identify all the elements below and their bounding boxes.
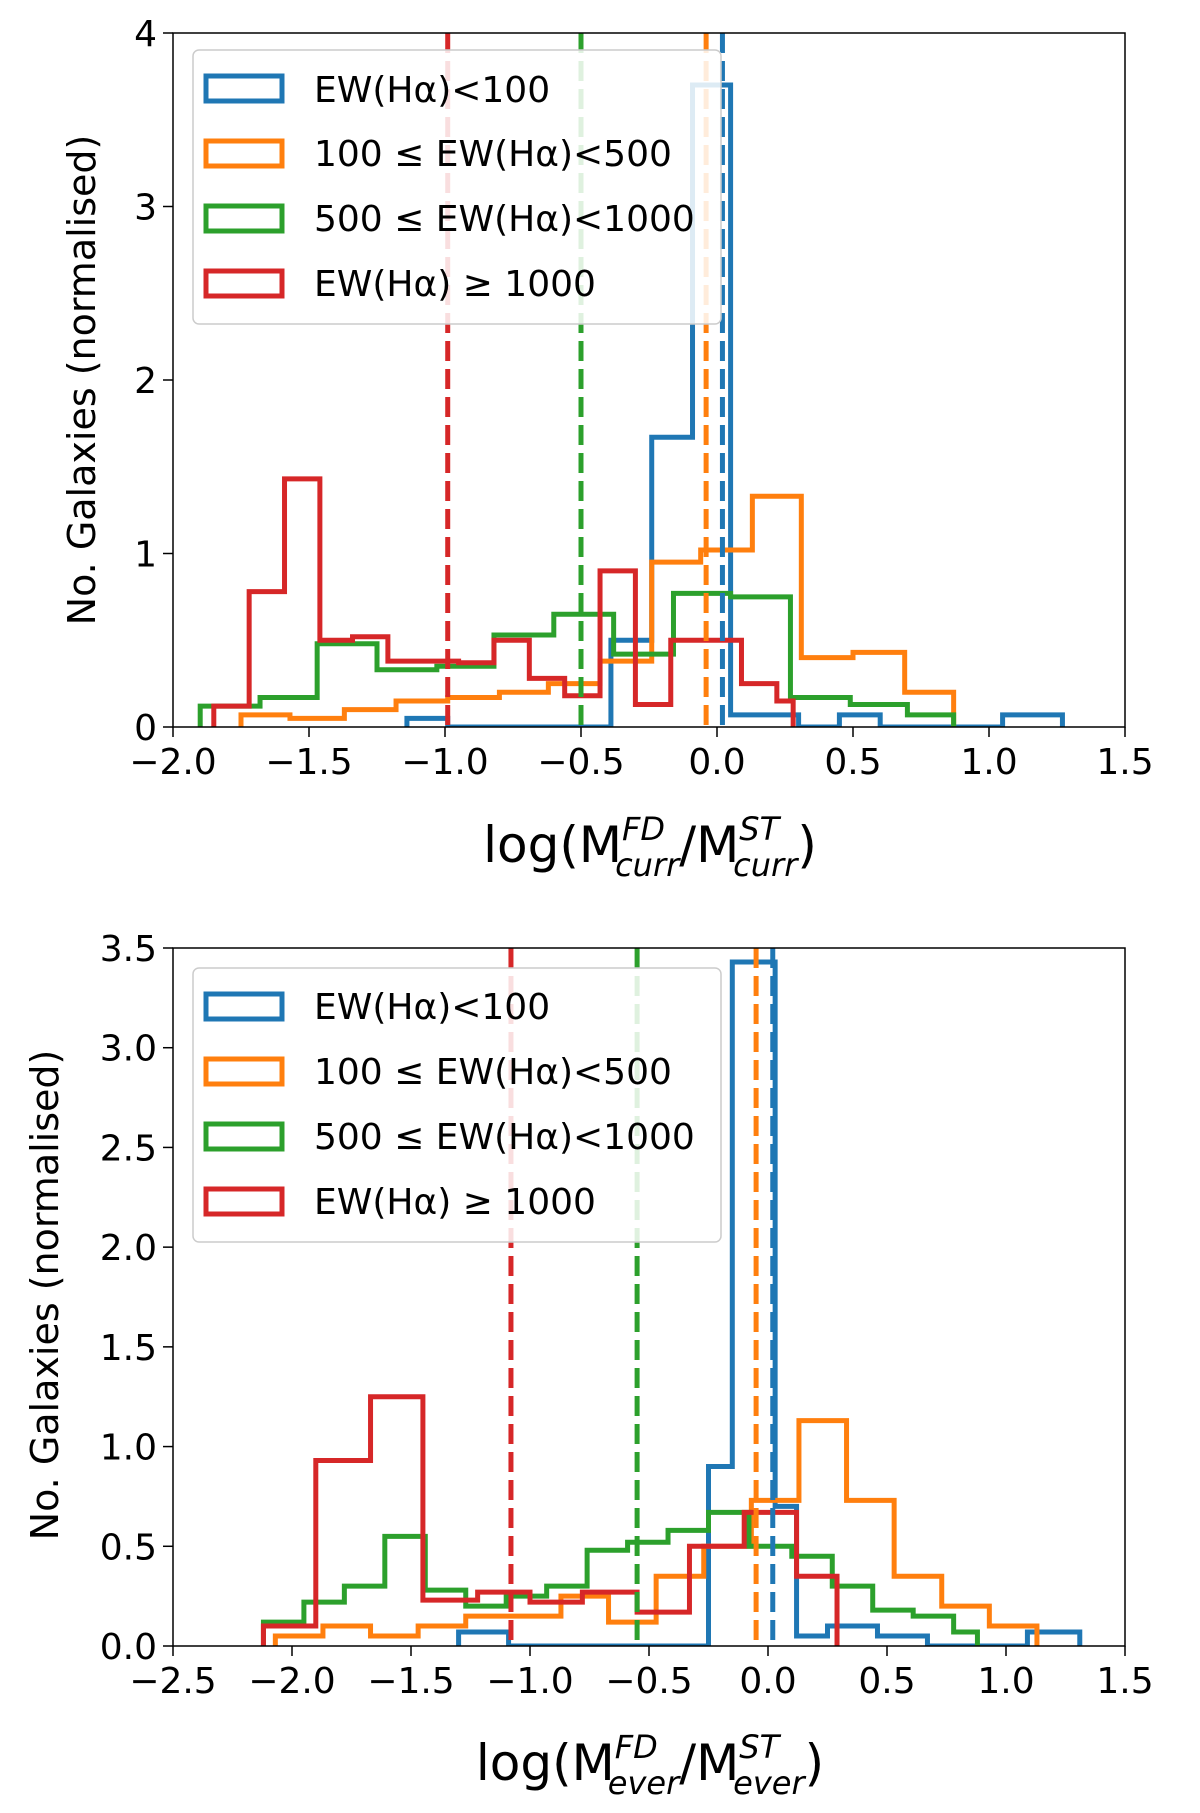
bottom-x-tick-label: 0.5: [858, 1661, 915, 1702]
bottom-x-tick-label: −2.0: [248, 1661, 335, 1702]
bottom-legend-swatch-blue: [203, 991, 285, 1022]
top-y-tick-label: 3: [134, 188, 157, 229]
bottom-legend-label-ew-ge-1000: EW(Hα) ≥ 1000: [314, 1182, 596, 1223]
bottom-legend-box: [192, 967, 722, 1243]
bottom-x-tick-label: 0.0: [739, 1661, 796, 1702]
bottom-hist-blue-series: [456, 959, 1083, 1646]
bottom-hist-orange-series: [272, 1418, 1040, 1646]
bottom-y-tick-label: 0.5: [100, 1527, 157, 1568]
bottom-x-axis-label: log(MFD ever/MST ever): [476, 1728, 824, 1802]
bottom-x-tick-label: −1.0: [486, 1661, 573, 1702]
bottom-y-tick-label: 3.0: [100, 1029, 157, 1070]
top-legend-swatch-blue: [203, 73, 285, 104]
bottom-hist-green-series: [260, 1509, 980, 1646]
top-legend-swatch-green: [203, 203, 285, 234]
top-x-axis-label: log(MFD curr/MST curr): [483, 810, 817, 884]
top-legend: EW(Hα)<100 100 ≤ EW(Hα)<500 500 ≤ EW(Hα)…: [192, 49, 722, 325]
bottom-legend-swatch-green: [203, 1121, 285, 1152]
bottom-y-axis-label: No. Galaxies (normalised): [23, 1050, 67, 1541]
bottom-histogram-panel: −2.5 −2.0 −1.5 −1.0 −0.5 0.0 0.5 1.0 1.5 0.0 0.5 1…: [23, 929, 1154, 1802]
bottom-legend-swatch-orange: [203, 1056, 285, 1087]
top-hist-green-series: [197, 590, 957, 727]
top-x-tick-label: 0.5: [824, 742, 881, 783]
bottom-legend-label-ew-100-500: 100 ≤ EW(Hα)<500: [314, 1052, 672, 1093]
bottom-x-tick-label: −1.5: [367, 1661, 454, 1702]
top-histogram-panel: −2.0 −1.5 −1.0 −0.5 0.0 0.5 1.0 1.5 0 1 2 3 4 No. G…: [60, 14, 1154, 884]
top-legend-label-ew-100-500: 100 ≤ EW(Hα)<500: [314, 134, 672, 175]
top-legend-label-ew-500-1000: 500 ≤ EW(Hα)<1000: [314, 199, 695, 240]
top-legend-box: [192, 49, 722, 325]
bottom-y-tick-label: 3.5: [100, 929, 157, 970]
top-x-tick-label: −2.0: [129, 742, 216, 783]
bottom-y-tick-label: 1.0: [100, 1428, 157, 1469]
bottom-x-tick-label: 1.5: [1096, 1661, 1153, 1702]
bottom-y-tick-label: 2.0: [100, 1228, 157, 1269]
bottom-hist-red-series: [260, 1394, 840, 1646]
top-x-tick-label: −1.0: [401, 742, 488, 783]
bottom-x-tick-label: 1.0: [977, 1661, 1034, 1702]
top-x-tick-label: 1.0: [960, 742, 1017, 783]
top-x-tick-label: 1.5: [1096, 742, 1153, 783]
top-y-tick-label: 1: [134, 535, 157, 576]
bottom-legend-swatch-red: [203, 1186, 285, 1217]
bottom-y-tick-label: 2.5: [100, 1128, 157, 1169]
top-x-tick-label: −0.5: [537, 742, 624, 783]
bottom-legend: EW(Hα)<100 100 ≤ EW(Hα)<500 500 ≤ EW(Hα)…: [192, 967, 722, 1243]
bottom-y-tick-label: 1.5: [100, 1328, 157, 1369]
top-legend-swatch-orange: [203, 138, 285, 169]
bottom-x-tick-label: −0.5: [605, 1661, 692, 1702]
top-legend-label-ew-lt-100: EW(Hα)<100: [314, 70, 550, 111]
bottom-legend-label-ew-lt-100: EW(Hα)<100: [314, 987, 550, 1028]
top-hist-blue-series: [404, 82, 1065, 727]
top-y-tick-label: 0: [134, 708, 157, 749]
top-x-tick-label: −1.5: [265, 742, 352, 783]
top-y-axis-label: No. Galaxies (normalised): [60, 135, 104, 626]
bottom-legend-label-ew-500-1000: 500 ≤ EW(Hα)<1000: [314, 1117, 695, 1158]
top-x-tick-label: 0.0: [688, 742, 745, 783]
bottom-y-tick-label: 0.0: [100, 1627, 157, 1668]
top-y-tick-label: 2: [134, 361, 157, 402]
bottom-x-tick-label: −2.5: [129, 1661, 216, 1702]
top-y-tick-label: 4: [134, 14, 157, 55]
top-legend-label-ew-ge-1000: EW(Hα) ≥ 1000: [314, 264, 596, 305]
top-legend-swatch-red: [203, 268, 285, 299]
